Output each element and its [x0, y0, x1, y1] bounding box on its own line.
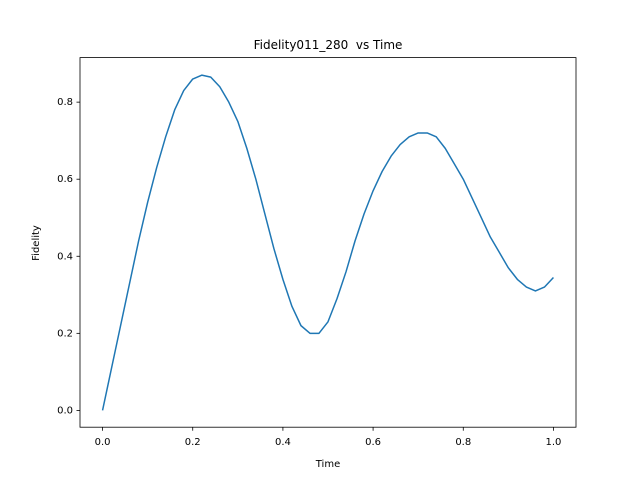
x-tick-label: 1.0	[546, 437, 562, 448]
x-tick-label: 0.6	[365, 437, 381, 448]
x-tick-label: 0.8	[455, 437, 471, 448]
x-axis-label: Time	[315, 459, 340, 470]
x-tick-label: 0.4	[275, 437, 291, 448]
y-tick-label: 0.2	[57, 328, 73, 339]
y-tick-label: 0.8	[57, 97, 73, 108]
x-tick-label: 0.0	[95, 437, 111, 448]
chart-title: Fidelity011_280 vs Time	[254, 38, 403, 52]
x-tick-label: 0.2	[185, 437, 201, 448]
line-series	[101, 74, 554, 411]
y-tick-label: 0.0	[57, 405, 73, 416]
y-tick-label: 0.6	[57, 174, 73, 185]
y-tick-label: 0.4	[57, 251, 73, 262]
plot-frame	[79, 57, 577, 428]
y-axis-label: Fidelity	[31, 225, 42, 261]
